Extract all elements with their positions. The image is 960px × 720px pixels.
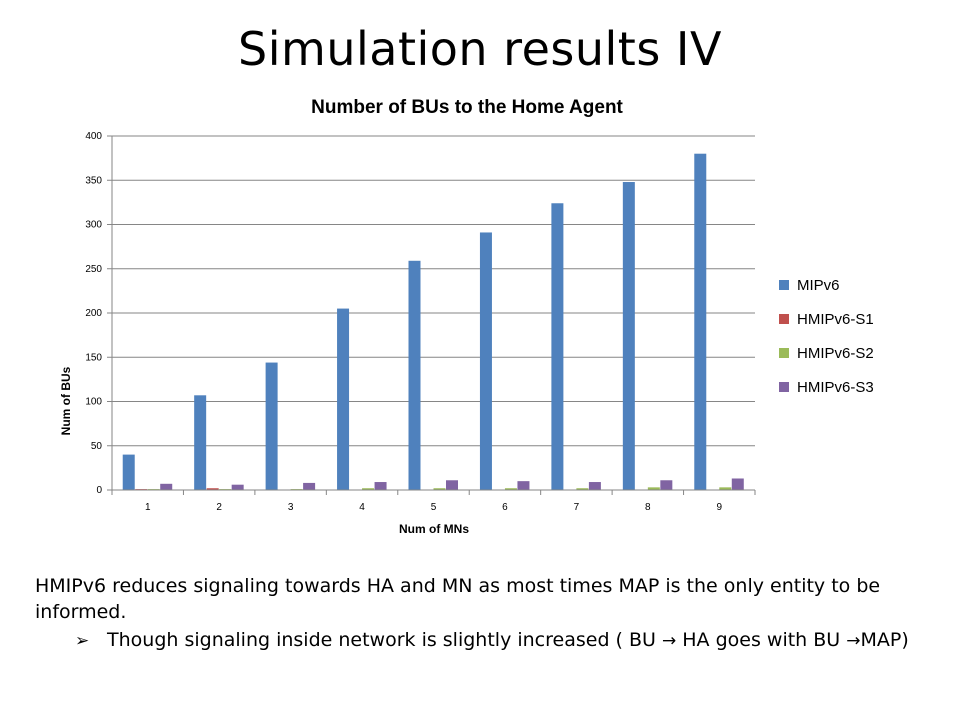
legend-label: HMIPv6-S2 [797, 345, 874, 362]
slide-body: HMIPv6 reduces signaling towards HA and … [35, 574, 925, 653]
bar-hmipv6-s3 [374, 482, 387, 490]
axes: 0 50 100 150 200 250 300 350 400 1 2 3 4 5 6 7 8 9 [85, 131, 756, 513]
bar-mipv6 [694, 153, 707, 490]
x-tick-label: 5 [431, 502, 437, 513]
y-tick-label: 200 [85, 308, 102, 319]
bar-hmipv6-s2 [433, 488, 446, 490]
bar-hmipv6-s3 [160, 483, 173, 490]
chart-title: Number of BUs to the Home Agent [311, 97, 623, 118]
bar-hmipv6-s3 [446, 480, 458, 490]
bar-chart: Number of BUs to the Home Agent 05010015… [59, 97, 874, 536]
bar-hmipv6-s2 [504, 488, 517, 490]
x-tick-label: 2 [216, 502, 222, 513]
bar-hmipv6-s2 [362, 488, 375, 490]
bar-mipv6 [337, 308, 350, 490]
legend-label: HMIPv6-S1 [797, 311, 874, 328]
x-tick-label: 7 [574, 502, 580, 513]
arrow-right-icon: → [846, 630, 861, 651]
bullet-text-part3: MAP) [860, 628, 909, 651]
legend: MIPv6 HMIPv6-S1 HMIPv6-S2 HMIPv6-S3 [779, 277, 874, 396]
slide-title: Simulation results IV [238, 22, 722, 76]
bullet-text-part1: Though signaling inside network is sligh… [107, 628, 662, 651]
bar-hmipv6-s1 [206, 488, 219, 490]
y-tick-label: 150 [85, 352, 102, 363]
x-axis-label: Num of MNs [399, 522, 469, 536]
y-tick-label: 100 [85, 397, 102, 408]
bar-hmipv6-s2 [647, 487, 660, 490]
bullet-text-part2: HA goes with BU [676, 628, 841, 651]
bullet-text: Though signaling inside network is sligh… [107, 628, 909, 654]
bar-hmipv6-s3 [303, 482, 316, 490]
y-tick-label: 400 [85, 131, 102, 142]
x-tick-label: 1 [145, 502, 151, 513]
y-tick-label: 350 [85, 175, 102, 186]
bullet-item: ➢ Though signaling inside network is sli… [75, 628, 925, 654]
legend-swatch [779, 280, 789, 290]
bar-mipv6 [408, 260, 421, 490]
x-tick-label: 4 [359, 502, 365, 513]
bar-hmipv6-s3 [660, 480, 673, 490]
arrow-right-icon: → [661, 630, 677, 651]
bars [122, 153, 744, 490]
x-tick-label: 9 [716, 502, 722, 513]
x-tick-label: 8 [645, 502, 651, 513]
legend-swatch [779, 348, 789, 358]
bar-hmipv6-s2 [576, 488, 589, 490]
bar-hmipv6-s3 [731, 478, 744, 490]
bar-mipv6 [622, 182, 635, 490]
y-axis-label: Num of BUs [59, 366, 73, 435]
bar-mipv6 [479, 232, 492, 490]
bar-mipv6 [265, 362, 278, 490]
legend-label: MIPv6 [797, 277, 840, 294]
legend-swatch [779, 314, 789, 324]
x-tick-label: 6 [502, 502, 508, 513]
y-tick-label: 50 [91, 441, 103, 452]
bar-mipv6 [122, 454, 135, 490]
bar-hmipv6-s3 [588, 482, 601, 490]
bar-hmipv6-s3 [231, 484, 244, 490]
arrow-bullet-icon: ➢ [75, 630, 90, 651]
legend-label: HMIPv6-S3 [797, 379, 874, 396]
bar-hmipv6-s2 [719, 487, 732, 490]
bar-hmipv6-s3 [517, 481, 530, 490]
bar-mipv6 [551, 203, 564, 490]
gridlines [112, 135, 755, 491]
y-tick-label: 250 [85, 264, 102, 275]
y-tick-label: 0 [96, 485, 102, 496]
x-tick-label: 3 [288, 502, 294, 513]
bar-mipv6 [194, 395, 207, 490]
legend-swatch [779, 382, 789, 392]
body-paragraph: HMIPv6 reduces signaling towards HA and … [35, 575, 881, 623]
y-tick-label: 300 [85, 220, 102, 231]
